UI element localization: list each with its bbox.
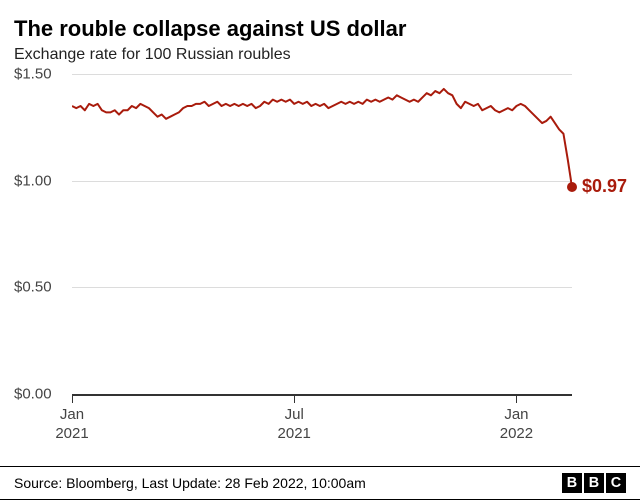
chart-subtitle: Exchange rate for 100 Russian roubles xyxy=(14,46,626,64)
y-axis-label: $1.00 xyxy=(14,172,52,189)
source-text: Source: Bloomberg, Last Update: 28 Feb 2… xyxy=(14,475,366,491)
chart-title: The rouble collapse against US dollar xyxy=(14,16,626,42)
x-axis-label: Jul2021 xyxy=(278,406,311,444)
y-axis-label: $1.50 xyxy=(14,66,52,83)
end-point-label: $0.97 xyxy=(582,176,627,197)
bbc-logo: BBC xyxy=(562,473,626,493)
line-chart-svg xyxy=(72,74,572,404)
x-axis-label: Jan2021 xyxy=(55,406,88,444)
bbc-logo-block: B xyxy=(562,473,582,493)
y-axis-label: $0.50 xyxy=(14,279,52,296)
y-axis-label: $0.00 xyxy=(14,386,52,403)
bbc-logo-block: C xyxy=(606,473,626,493)
end-point-marker xyxy=(567,182,577,192)
chart-container: The rouble collapse against US dollar Ex… xyxy=(0,0,640,500)
x-axis-label: Jan2022 xyxy=(500,406,533,444)
bbc-logo-block: B xyxy=(584,473,604,493)
chart-footer: Source: Bloomberg, Last Update: 28 Feb 2… xyxy=(0,466,640,500)
plot-area: $0.00$0.50$1.00$1.50Jan2021Jul2021Jan202… xyxy=(14,74,634,442)
data-line xyxy=(72,89,572,187)
